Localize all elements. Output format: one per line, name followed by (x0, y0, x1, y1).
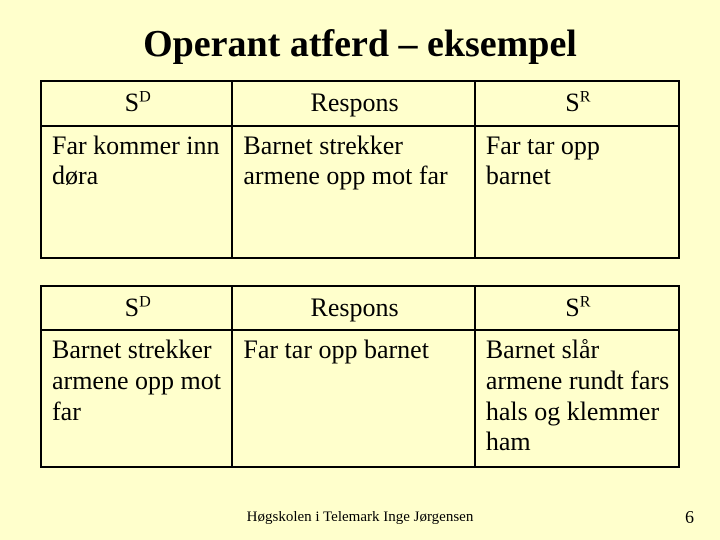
table-2-header-sd: SD (41, 286, 232, 331)
sr-sup-2: R (580, 293, 591, 310)
table-1-header-sd: SD (41, 81, 232, 126)
sr-base-2: S (565, 293, 579, 322)
table-1: SD Respons SR Far kommer inn døra Barnet… (40, 80, 680, 259)
sd-base: S (125, 88, 139, 117)
footer-text: Høgskolen i Telemark Inge Jørgensen (0, 509, 720, 526)
table-1-header-sr: SR (475, 81, 679, 126)
table-2-header-sr: SR (475, 286, 679, 331)
slide-title: Operant atferd – eksempel (40, 22, 680, 66)
table-2-sr-body: Barnet slår armene rundt fars hals og kl… (475, 330, 679, 467)
table-2: SD Respons SR Barnet strekker armene opp… (40, 285, 680, 468)
sd-base-2: S (125, 293, 139, 322)
table-2-body-row: Barnet strekker armene opp mot far Far t… (41, 330, 679, 467)
page-number: 6 (685, 507, 694, 528)
sr-sup: R (580, 88, 591, 105)
sd-sup: D (139, 88, 151, 105)
table-1-sd-body: Far kommer inn døra (41, 126, 232, 258)
table-1-respons-body: Barnet strekker armene opp mot far (232, 126, 474, 258)
table-2-sd-body: Barnet strekker armene opp mot far (41, 330, 232, 467)
table-2-header-row: SD Respons SR (41, 286, 679, 331)
sr-base: S (565, 88, 579, 117)
table-spacer (40, 259, 680, 285)
table-1-sr-body: Far tar opp barnet (475, 126, 679, 258)
table-1-body-row: Far kommer inn døra Barnet strekker arme… (41, 126, 679, 258)
slide: Operant atferd – eksempel SD Respons SR … (0, 0, 720, 540)
sd-sup-2: D (139, 293, 151, 310)
table-1-header-row: SD Respons SR (41, 81, 679, 126)
table-2-respons-body: Far tar opp barnet (232, 330, 474, 467)
table-2-header-respons: Respons (232, 286, 474, 331)
table-1-header-respons: Respons (232, 81, 474, 126)
